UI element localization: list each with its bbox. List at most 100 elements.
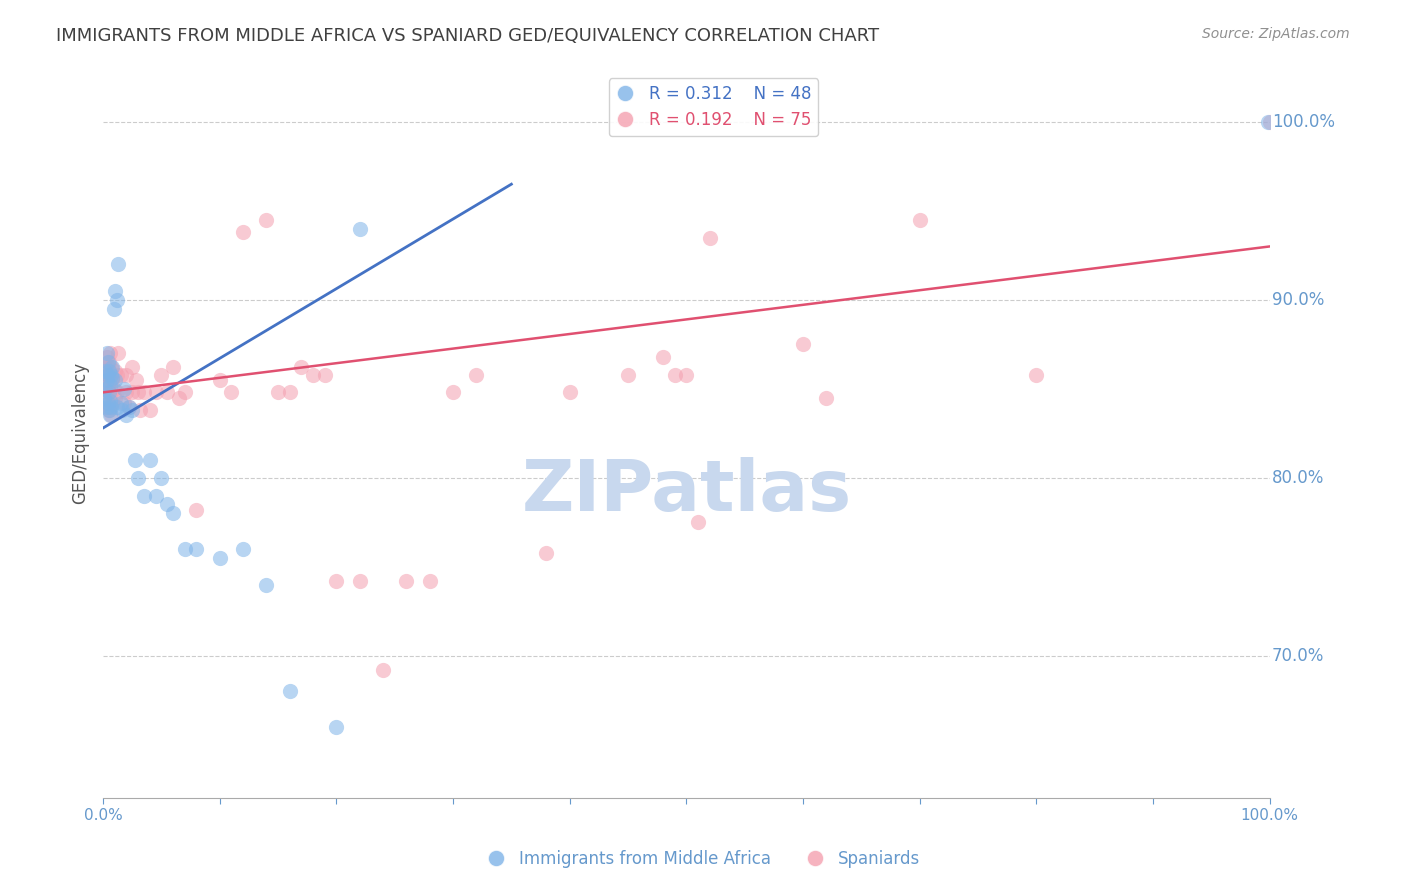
Point [98, 373, 121, 387]
Point [465, 368, 488, 382]
Point [267, 385, 290, 400]
Point [124, 453, 146, 467]
Point [104, 373, 127, 387]
Point [121, 360, 143, 375]
Point [617, 368, 640, 382]
Point [1257, 115, 1279, 129]
Point [101, 396, 124, 410]
Point [221, 385, 243, 400]
Point [127, 471, 149, 485]
Point [173, 541, 195, 556]
Point [96, 368, 118, 382]
Point [115, 368, 138, 382]
Point [254, 212, 277, 227]
Point [101, 373, 124, 387]
Point [162, 360, 184, 375]
Point [98, 409, 121, 423]
Point [139, 453, 162, 467]
Point [100, 385, 122, 400]
Point [150, 471, 173, 485]
Point [302, 368, 325, 382]
Point [349, 221, 371, 235]
Point [104, 391, 127, 405]
Point [145, 385, 167, 400]
Point [96, 373, 118, 387]
Point [129, 403, 152, 417]
Point [96, 346, 118, 360]
Text: 80.0%: 80.0% [1272, 469, 1324, 487]
Point [395, 574, 418, 588]
Point [441, 385, 464, 400]
Point [98, 394, 121, 409]
Point [104, 284, 127, 298]
Point [101, 360, 124, 375]
Point [290, 360, 312, 375]
Point [1258, 115, 1281, 129]
Point [652, 350, 675, 364]
Point [314, 368, 336, 382]
Point [97, 360, 120, 375]
Point [98, 346, 121, 360]
Point [686, 515, 709, 529]
Point [325, 574, 347, 588]
Text: Source: ZipAtlas.com: Source: ZipAtlas.com [1202, 27, 1350, 41]
Point [132, 489, 155, 503]
Point [664, 368, 686, 382]
Point [132, 385, 155, 400]
Point [115, 385, 138, 400]
Point [98, 400, 121, 414]
Point [110, 368, 132, 382]
Point [699, 230, 721, 244]
Point [97, 355, 120, 369]
Point [97, 385, 120, 400]
Point [349, 574, 371, 588]
Point [94, 385, 117, 400]
Point [127, 385, 149, 400]
Y-axis label: GED/Equivalency: GED/Equivalency [72, 362, 89, 504]
Point [97, 364, 120, 378]
Legend: Immigrants from Middle Africa, Spaniards: Immigrants from Middle Africa, Spaniards [479, 844, 927, 875]
Point [232, 541, 254, 556]
Point [115, 409, 138, 423]
Point [93, 373, 115, 387]
Point [98, 378, 121, 392]
Point [96, 400, 118, 414]
Point [94, 364, 117, 378]
Point [103, 382, 125, 396]
Point [96, 350, 118, 364]
Point [1025, 368, 1047, 382]
Point [118, 400, 141, 414]
Point [173, 385, 195, 400]
Point [97, 396, 120, 410]
Point [121, 403, 143, 417]
Point [97, 403, 120, 417]
Point [558, 385, 581, 400]
Point [97, 403, 120, 417]
Point [186, 503, 208, 517]
Point [105, 293, 128, 307]
Point [792, 337, 814, 351]
Point [908, 212, 931, 227]
Point [112, 396, 135, 410]
Point [100, 360, 122, 375]
Point [93, 378, 115, 392]
Text: 90.0%: 90.0% [1272, 291, 1324, 309]
Point [111, 403, 134, 417]
Point [162, 507, 184, 521]
Text: ZIPatlas: ZIPatlas [522, 458, 852, 526]
Point [145, 489, 167, 503]
Point [186, 541, 208, 556]
Point [93, 391, 115, 405]
Point [139, 403, 162, 417]
Point [110, 396, 132, 410]
Point [105, 368, 128, 382]
Point [97, 355, 120, 369]
Point [107, 257, 129, 271]
Point [278, 684, 301, 698]
Point [156, 498, 179, 512]
Point [325, 720, 347, 734]
Point [96, 391, 118, 405]
Point [278, 385, 301, 400]
Point [97, 385, 120, 400]
Point [97, 378, 120, 392]
